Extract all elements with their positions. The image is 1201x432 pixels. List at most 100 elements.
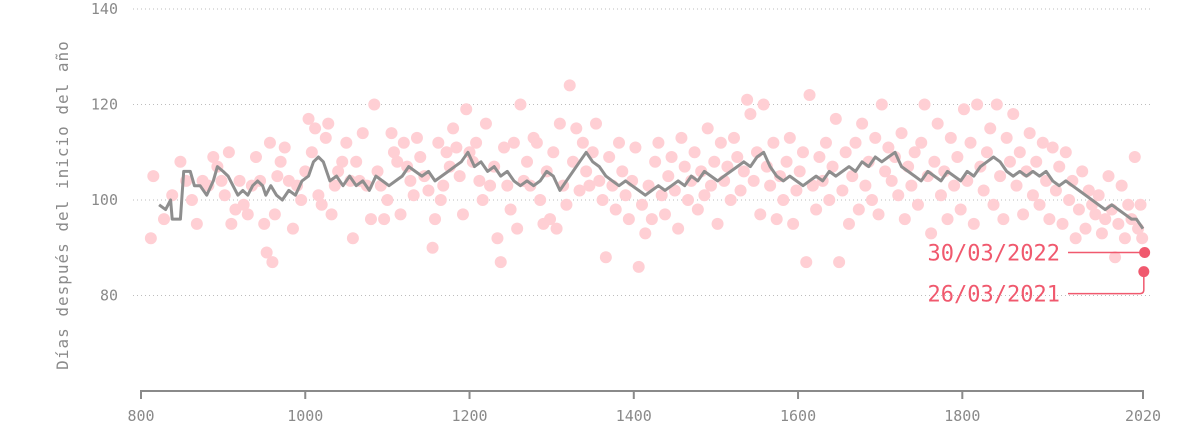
data-point bbox=[613, 136, 626, 149]
data-point bbox=[302, 112, 315, 125]
data-point bbox=[249, 151, 262, 164]
data-point bbox=[498, 141, 511, 154]
data-point bbox=[701, 122, 714, 135]
data-point bbox=[534, 194, 547, 206]
data-point bbox=[632, 260, 645, 273]
data-point bbox=[573, 184, 586, 197]
data-point bbox=[754, 208, 767, 221]
data-point bbox=[964, 136, 977, 149]
x-tick-label: 1600 bbox=[780, 407, 816, 425]
y-tick-label: 120 bbox=[91, 96, 118, 114]
data-point bbox=[905, 179, 918, 192]
data-point bbox=[484, 179, 497, 192]
data-point bbox=[1007, 108, 1020, 121]
data-point bbox=[340, 136, 353, 149]
highlight-leader bbox=[1068, 271, 1145, 295]
data-point bbox=[987, 198, 1000, 211]
x-tick-label: 800 bbox=[127, 407, 154, 425]
data-point bbox=[944, 131, 957, 144]
data-point bbox=[948, 179, 961, 192]
data-point bbox=[747, 174, 760, 187]
data-point bbox=[770, 213, 783, 226]
data-point bbox=[328, 179, 341, 192]
x-tick-label: 1800 bbox=[944, 407, 980, 425]
data-point bbox=[547, 146, 560, 159]
data-point bbox=[460, 103, 473, 116]
data-point bbox=[207, 151, 220, 164]
data-point bbox=[619, 189, 632, 202]
data-point bbox=[665, 151, 678, 164]
data-point bbox=[514, 98, 527, 111]
data-point bbox=[849, 136, 862, 149]
data-point bbox=[741, 93, 754, 106]
data-point bbox=[580, 165, 593, 178]
data-point bbox=[622, 213, 635, 226]
data-point bbox=[780, 155, 793, 168]
data-point bbox=[793, 165, 806, 178]
data-point bbox=[414, 151, 427, 164]
y-tick-label: 140 bbox=[91, 0, 118, 18]
data-point bbox=[704, 179, 717, 192]
data-point bbox=[166, 189, 179, 202]
data-point bbox=[371, 165, 384, 178]
data-point bbox=[819, 136, 832, 149]
data-point bbox=[494, 256, 507, 269]
data-point bbox=[1013, 146, 1026, 159]
data-point bbox=[222, 146, 235, 159]
data-point bbox=[744, 108, 757, 121]
data-point bbox=[1115, 179, 1128, 192]
data-point bbox=[1082, 184, 1095, 197]
data-point bbox=[898, 213, 911, 226]
data-point bbox=[491, 232, 504, 245]
data-point bbox=[501, 179, 514, 192]
data-point bbox=[404, 174, 417, 187]
data-point bbox=[882, 141, 895, 154]
data-point bbox=[544, 213, 557, 226]
data-point bbox=[934, 189, 947, 202]
data-point bbox=[662, 170, 675, 183]
data-point bbox=[764, 179, 777, 192]
data-point bbox=[254, 174, 267, 187]
data-point bbox=[1033, 198, 1046, 211]
data-point bbox=[336, 155, 349, 168]
data-point bbox=[668, 184, 681, 197]
data-point bbox=[215, 174, 228, 187]
data-point bbox=[1026, 189, 1039, 202]
data-point bbox=[967, 217, 980, 230]
y-tick-label: 100 bbox=[91, 191, 118, 209]
data-point bbox=[869, 131, 882, 144]
data-point bbox=[305, 146, 318, 159]
data-point bbox=[865, 194, 878, 206]
data-point bbox=[1072, 203, 1085, 216]
data-point bbox=[879, 165, 892, 178]
data-point bbox=[456, 208, 469, 221]
data-point bbox=[278, 141, 291, 154]
data-point bbox=[286, 222, 299, 235]
data-point bbox=[599, 251, 612, 264]
data-point bbox=[407, 189, 420, 202]
data-point bbox=[295, 194, 308, 206]
data-point bbox=[190, 217, 203, 230]
data-point bbox=[810, 203, 823, 216]
data-point bbox=[346, 232, 359, 245]
data-point bbox=[777, 194, 790, 206]
data-point bbox=[954, 203, 967, 216]
data-point bbox=[698, 189, 711, 202]
data-point bbox=[312, 189, 325, 202]
data-point bbox=[911, 198, 924, 211]
data-point bbox=[590, 117, 603, 130]
data-point bbox=[263, 136, 276, 149]
data-point bbox=[429, 213, 442, 226]
x-tick-label: 1000 bbox=[287, 407, 323, 425]
data-point bbox=[711, 217, 724, 230]
highlight-label: 30/03/2022 bbox=[928, 242, 1060, 267]
data-point bbox=[951, 151, 964, 164]
data-point bbox=[476, 194, 489, 206]
data-point bbox=[1053, 160, 1066, 173]
data-point bbox=[846, 170, 859, 183]
data-point bbox=[915, 136, 928, 149]
data-point bbox=[642, 179, 655, 192]
data-point bbox=[511, 222, 524, 235]
data-point bbox=[688, 146, 701, 159]
